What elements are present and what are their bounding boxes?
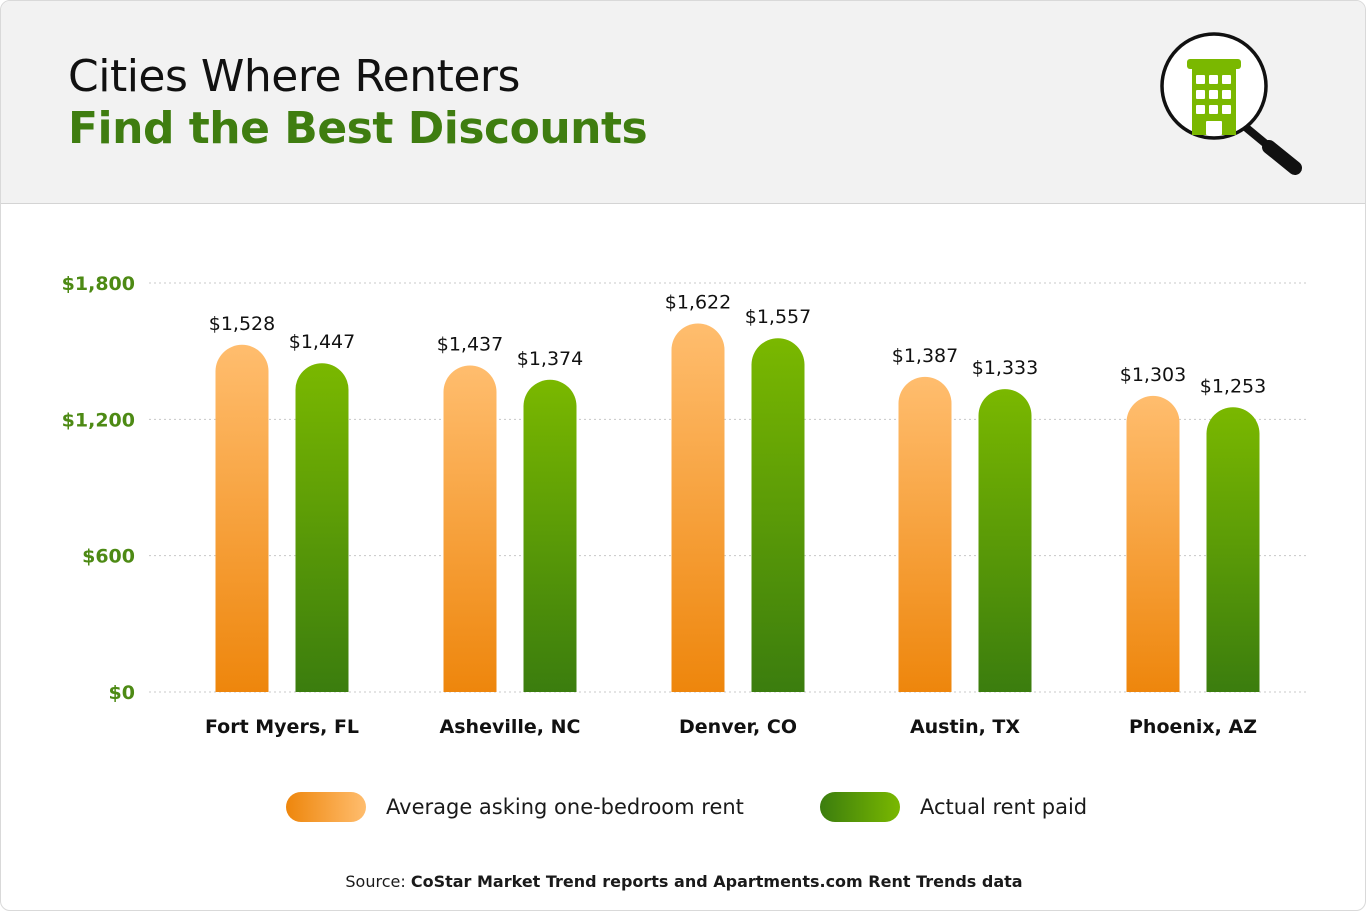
y-tick-label: $600 [82,546,135,568]
source-note: Source: CoStar Market Trend reports and … [1,872,1365,891]
bar-actual-rent [751,338,805,692]
title-line-2: Find the Best Discounts [68,103,648,154]
y-tick-label: $1,200 [62,409,135,431]
data-label: $1,303 [1120,364,1186,386]
x-tick-label: Phoenix, AZ [1129,716,1257,738]
bar-asking-rent [215,344,269,692]
x-axis-tick-labels: Fort Myers, FL Asheville, NC Denver, CO Aus… [205,716,1257,738]
y-tick-label: $1,800 [62,273,135,295]
data-label: $1,622 [665,291,731,313]
title-line-1: Cities Where Renters [68,51,520,102]
x-tick-label: Asheville, NC [440,716,581,738]
data-label: $1,528 [209,313,275,335]
legend-swatch-paid [820,792,900,822]
header-banner: Cities Where Renters Find the Best Disco… [1,1,1365,204]
bar-actual-rent [295,363,349,692]
y-axis-tick-labels: $0 $600 $1,200 $1,800 [62,273,135,704]
gridlines [149,282,1307,693]
legend-label-paid: Actual rent paid [920,795,1088,819]
legend-swatch-asking [286,792,366,822]
data-labels: $1,528 $1,437 $1,622 $1,387 $1,303 $1,447 $1,3… [209,291,1266,397]
bar-actual-rent [1206,407,1260,692]
legend-label-asking: Average asking one-bedroom rent [386,795,744,819]
y-tick-label: $0 [109,682,135,704]
data-label: $1,447 [289,331,355,353]
data-label: $1,333 [972,357,1038,379]
data-label: $1,387 [892,345,958,367]
bar-actual-rent [523,379,577,692]
bar-asking-rent [1126,395,1180,692]
bar-actual-rent [978,389,1032,692]
bars [215,323,1260,692]
data-label: $1,437 [437,333,503,355]
data-label: $1,557 [745,306,811,328]
x-tick-label: Austin, TX [910,716,1020,738]
bar-asking-rent [671,323,725,692]
bar-asking-rent [898,376,952,692]
x-tick-label: Denver, CO [679,716,797,738]
x-tick-label: Fort Myers, FL [205,716,359,738]
data-label: $1,374 [517,348,583,370]
source-prefix: Source: [345,872,406,891]
building-magnifier-icon [1160,32,1302,175]
bar-chart: $0$600$1,200$1,800 $1,528$1,437$1,622$1,… [62,273,1307,738]
data-label: $1,253 [1200,375,1266,397]
bar-asking-rent [443,365,497,692]
source-text: CoStar Market Trend reports and Apartmen… [410,872,1023,891]
